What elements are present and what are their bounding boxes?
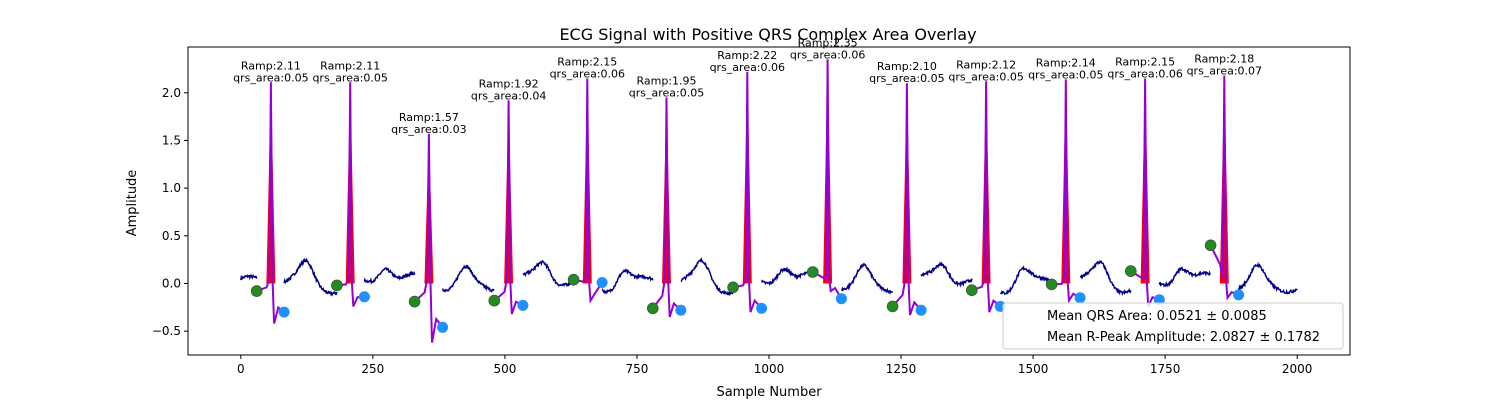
peak-ramp-label: Ramp:2.12 <box>956 58 1016 71</box>
peak-qrs-area-label: qrs_area:0.06 <box>1107 68 1182 81</box>
qrs-segment <box>971 81 1001 313</box>
qrs-offset-marker <box>756 302 768 314</box>
qrs-segment <box>1130 78 1160 307</box>
peak-ramp-label: Ramp:1.57 <box>399 111 459 124</box>
x-axis-label: Sample Number <box>716 385 822 400</box>
qrs-segment <box>812 59 843 300</box>
x-tick-label: 0 <box>237 362 245 376</box>
qrs-onset-marker <box>646 302 659 315</box>
qrs-onset-marker <box>250 285 263 297</box>
qrs-onset-marker <box>408 295 421 308</box>
peak-ramp-label: Ramp:2.11 <box>320 59 380 72</box>
peak-qrs-area-label: qrs_area:0.05 <box>1028 68 1103 81</box>
y-tick-label: 2.0 <box>162 86 181 100</box>
x-tick-label: 1500 <box>1018 362 1049 376</box>
peak-qrs-area-label: qrs_area:0.05 <box>629 87 704 100</box>
y-tick-label: 0.0 <box>162 276 181 290</box>
qrs-onset-marker <box>1204 239 1217 252</box>
legend-box <box>1002 302 1344 350</box>
peak-qrs-area-label: qrs_area:0.05 <box>869 72 944 85</box>
qrs-offset-marker <box>437 321 449 333</box>
qrs-segment <box>493 100 524 315</box>
peak-qrs-area-label: qrs_area:0.05 <box>312 71 387 84</box>
peak-qrs-area-label: qrs_area:0.04 <box>471 89 546 102</box>
x-tick-label: 1250 <box>886 362 917 376</box>
qrs-offset-marker <box>675 304 687 316</box>
legend: Mean QRS Area: 0.0521 ± 0.0085 Mean R-Pe… <box>1002 302 1344 350</box>
x-tick-label: 2000 <box>1282 362 1313 376</box>
peak-ramp-label: Ramp:2.11 <box>241 59 301 72</box>
x-tick-label: 500 <box>493 362 516 376</box>
peak-ramp-label: Ramp:2.18 <box>1194 53 1254 66</box>
y-axis-label: Amplitude <box>125 170 140 237</box>
qrs-onset-marker <box>488 294 501 307</box>
qrs-offset-marker <box>1233 289 1245 301</box>
peak-ramp-label: Ramp:2.15 <box>557 56 617 69</box>
x-tick-label: 750 <box>626 362 649 376</box>
signal-line <box>240 256 1298 297</box>
y-tick-label: 1.0 <box>162 181 181 195</box>
peak-qrs-area-label: qrs_area:0.06 <box>790 48 865 61</box>
qrs-segment <box>573 78 603 304</box>
qrs-offset-marker <box>1153 294 1165 306</box>
qrs-onset-marker <box>1045 278 1058 291</box>
peak-qrs-area-label: qrs_area:0.06 <box>550 68 625 81</box>
qrs-offset-marker <box>1074 292 1086 304</box>
qrs-onset-marker <box>727 281 739 294</box>
x-tick-label: 1750 <box>1150 362 1181 376</box>
legend-entry-qrs-area: Mean QRS Area: 0.0521 ± 0.0085 <box>1047 309 1267 324</box>
qrs-segment <box>1051 79 1081 304</box>
qrs-segment <box>891 83 922 316</box>
axis-layer: 0 250 500 750 1000 1250 1500 1750 2000 −0.5 0.0 0.5… <box>152 86 1313 376</box>
y-tick-label: −0.5 <box>152 324 181 338</box>
y-tick-label: 1.5 <box>162 133 181 147</box>
qrs-onset-marker <box>886 300 899 313</box>
peak-ramp-label: Ramp:1.95 <box>636 75 696 88</box>
chart-title: ECG Signal with Positive QRS Complex Are… <box>559 25 976 44</box>
qrs-onset-marker <box>1125 265 1137 277</box>
peak-qrs-area-label: qrs_area:0.03 <box>391 123 466 136</box>
x-tick-label: 250 <box>361 362 384 376</box>
qrs-segment <box>256 82 285 324</box>
peak-ramp-label: Ramp:1.92 <box>479 77 539 90</box>
plot-layer: Ramp:2.11qrs_area:0.05Ramp:2.11qrs_area:… <box>233 36 1298 343</box>
qrs-onset-marker <box>567 273 580 286</box>
peak-ramp-label: Ramp:2.10 <box>877 60 937 73</box>
peak-qrs-area-label: qrs_area:0.05 <box>948 70 1023 83</box>
peak-ramp-label: Ramp:2.22 <box>717 49 777 62</box>
peak-qrs-area-label: qrs_area:0.05 <box>233 71 308 84</box>
peak-ramp-label: Ramp:2.35 <box>798 36 858 49</box>
qrs-offset-marker <box>596 277 608 288</box>
qrs-segment <box>413 133 444 343</box>
qrs-segment <box>652 97 682 318</box>
peak-ramp-label: Ramp:2.15 <box>1115 56 1175 69</box>
qrs-offset-marker <box>278 306 290 318</box>
qrs-offset-marker <box>835 293 847 305</box>
qrs-offset-marker <box>358 291 370 303</box>
qrs-onset-marker <box>965 284 978 297</box>
peak-qrs-area-label: qrs_area:0.06 <box>710 61 785 74</box>
qrs-offset-marker <box>517 299 529 311</box>
qrs-segment <box>1209 75 1239 301</box>
qrs-onset-marker <box>331 279 343 292</box>
legend-entry-r-peak: Mean R-Peak Amplitude: 2.0827 ± 0.1782 <box>1047 330 1320 345</box>
qrs-segment <box>732 71 763 313</box>
qrs-onset-marker <box>806 266 819 278</box>
x-tick-label: 1000 <box>754 362 785 376</box>
qrs-segment <box>336 82 365 307</box>
qrs-offset-marker <box>915 304 927 316</box>
peak-qrs-area-label: qrs_area:0.07 <box>1187 65 1262 78</box>
peak-ramp-label: Ramp:2.14 <box>1036 56 1096 69</box>
y-tick-label: 0.5 <box>162 229 181 243</box>
